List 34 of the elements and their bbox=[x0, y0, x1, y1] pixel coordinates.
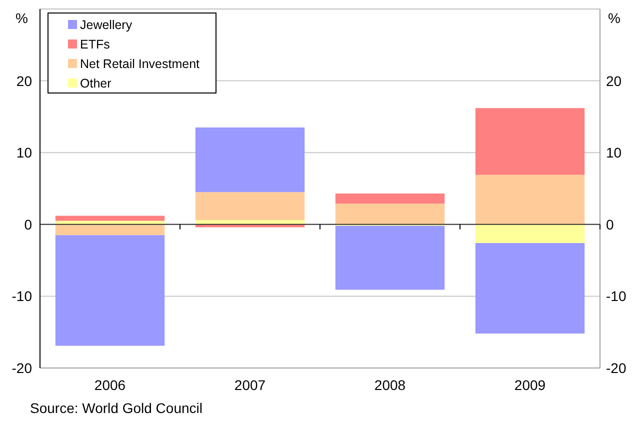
bar bbox=[195, 220, 305, 224]
y-axis-title: % bbox=[16, 10, 28, 26]
bar bbox=[475, 108, 585, 175]
legend-label: Other bbox=[80, 76, 112, 90]
y-tick-label: 20 bbox=[16, 72, 32, 89]
y-tick-label: -20 bbox=[12, 360, 32, 376]
y2-tick-label: 0 bbox=[606, 216, 614, 232]
x-tick-label: 2007 bbox=[234, 377, 266, 393]
bar bbox=[475, 243, 585, 334]
x-tick-label: 2006 bbox=[94, 377, 126, 393]
legend-label: ETFs bbox=[80, 38, 110, 52]
bar bbox=[55, 224, 165, 236]
y2-axis-title: % bbox=[608, 10, 620, 26]
y2-tick-label: 20 bbox=[606, 72, 622, 89]
y-tick-label: -10 bbox=[12, 288, 32, 304]
y-tick-label: 0 bbox=[24, 216, 32, 232]
bar bbox=[335, 204, 445, 224]
x-tick-label: 2008 bbox=[374, 377, 406, 393]
bar bbox=[195, 127, 305, 192]
y2-tick-label: -20 bbox=[606, 360, 626, 376]
bar bbox=[475, 224, 585, 244]
bar bbox=[335, 226, 445, 290]
y2-tick-label: -10 bbox=[606, 288, 626, 304]
bar bbox=[55, 235, 165, 346]
legend-label: Net Retail Investment bbox=[80, 57, 200, 71]
bar bbox=[55, 216, 165, 221]
legend-label: Jewellery bbox=[80, 18, 133, 32]
y-tick-label: 10 bbox=[16, 144, 32, 161]
bar bbox=[195, 192, 305, 220]
y2-tick-label: 10 bbox=[606, 144, 622, 161]
source-note: Source: World Gold Council bbox=[30, 400, 202, 416]
bar bbox=[335, 194, 445, 204]
x-tick-label: 2009 bbox=[514, 377, 546, 393]
bar bbox=[475, 174, 585, 224]
